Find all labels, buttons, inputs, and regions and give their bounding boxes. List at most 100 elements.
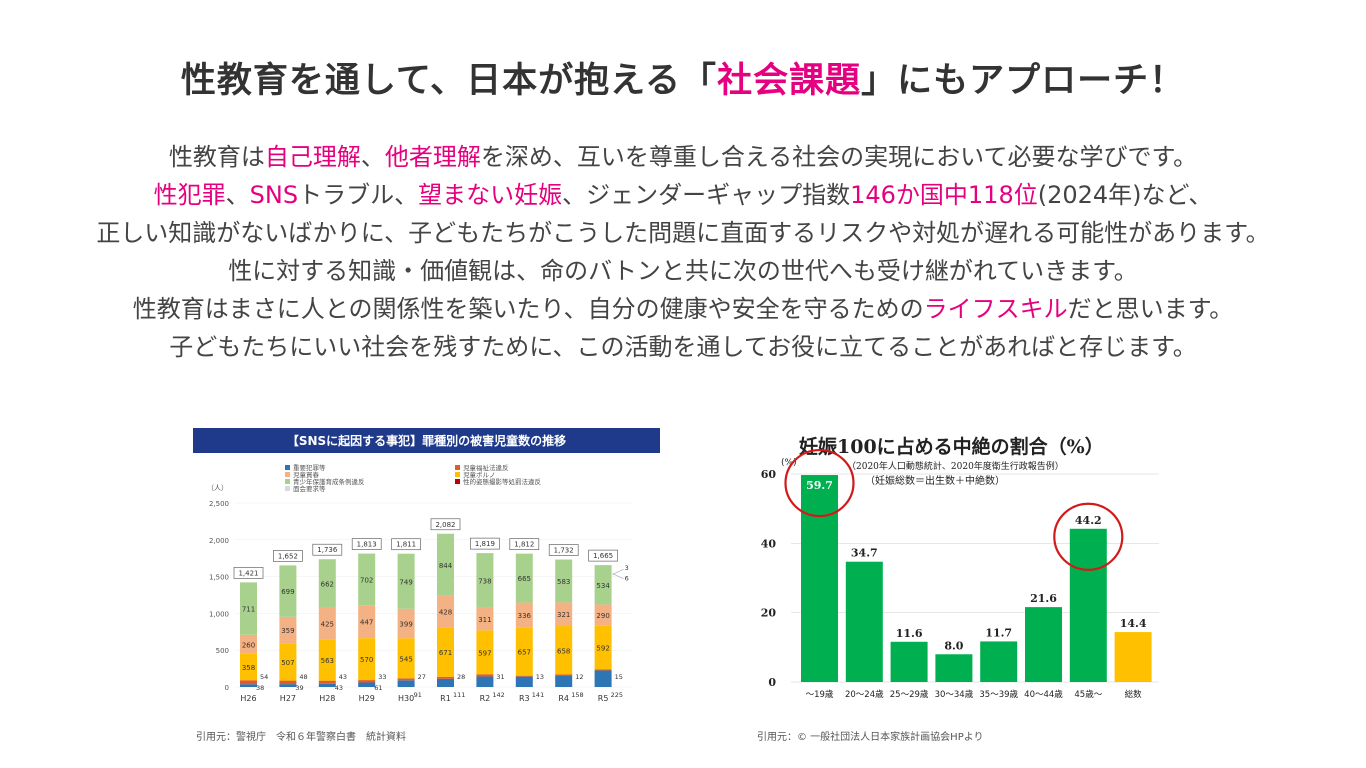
legend-swatch <box>285 472 290 477</box>
title-highlight: 社会課題 <box>717 61 861 101</box>
text-segment: 、ジェンダーギャップ指数 <box>562 181 850 209</box>
legend-swatch <box>455 465 460 470</box>
data-label: 583 <box>557 578 570 586</box>
bar-segment <box>595 670 612 687</box>
chart1-y-unit: （人） <box>207 484 228 492</box>
caption-left: 引用元：警視庁 令和６年警察白書 統計資料 <box>196 728 406 743</box>
paragraph-line-5: 性教育はまさに人との関係性を築いたり、自分の健康や安全を守るためのライフスキルだ… <box>0 290 1366 328</box>
bar <box>1025 607 1062 682</box>
bar-segment <box>240 680 257 684</box>
data-label: 321 <box>557 611 570 619</box>
leader-line <box>613 574 624 579</box>
bar-segment <box>358 683 375 687</box>
bar-segment <box>437 679 454 687</box>
side-label: 6 <box>625 574 629 582</box>
data-label: 359 <box>281 627 294 635</box>
data-label: 34.7 <box>851 547 878 560</box>
data-label: 399 <box>399 621 412 629</box>
bar-segment <box>279 684 296 687</box>
x-tick-label: 45歳～ <box>1074 689 1102 700</box>
data-label: 749 <box>399 578 412 586</box>
bar <box>1115 632 1152 682</box>
x-tick-label: R1 <box>440 694 451 703</box>
bar-segment <box>358 680 375 682</box>
y-tick-label: 0 <box>768 676 776 689</box>
y-tick-label: 60 <box>761 468 777 481</box>
paragraph-line-2: 性犯罪、SNSトラブル、望まない妊娠、ジェンダーギャップ指数146か国中118位… <box>0 176 1366 214</box>
data-label: 38 <box>256 684 264 692</box>
sns-victims-chart-svg: 【SNSに起因する事犯】罪種別の被害児童数の推移重要犯罪等児童買春青少年保護育成… <box>193 428 660 711</box>
data-label: 15 <box>615 673 623 681</box>
chart2-subtitle: （2020年人口動態統計、2020年度衛生行政報告例） <box>847 460 1064 472</box>
data-label: 43 <box>335 684 343 692</box>
legend-swatch <box>285 486 290 491</box>
bar <box>935 654 972 682</box>
x-tick-label: H29 <box>359 694 375 703</box>
legend-swatch <box>285 479 290 484</box>
highlight-self-understanding: 自己理解 <box>265 143 361 171</box>
total-label: 1,421 <box>238 569 258 577</box>
text-segment: (2024年)など、 <box>1038 181 1213 209</box>
bar-segment <box>240 684 257 687</box>
bar-segment <box>555 675 572 687</box>
data-label: 12 <box>575 673 583 681</box>
text-segment: 性教育はまさに人との関係性を築いたり、自分の健康や安全を守るための <box>133 295 924 323</box>
data-label: 54 <box>260 673 268 681</box>
bar <box>846 562 883 682</box>
legend-label: 性的姿態撮影等処罰法違反 <box>463 477 542 486</box>
abortion-ratio-chart-svg: 妊娠100に占める中絶の割合（%） （2020年人口動態統計、2020年度衛生行政… <box>747 428 1172 711</box>
bar-segment <box>516 677 533 687</box>
data-label: 534 <box>596 582 610 590</box>
data-label: 13 <box>536 673 544 681</box>
data-label: 8.0 <box>944 639 963 652</box>
bar-segment <box>476 677 493 687</box>
data-label: 311 <box>478 616 491 624</box>
bar-segment <box>398 678 415 680</box>
x-tick-label: 25～29歳 <box>890 689 929 700</box>
title-text-pre: 性教育を通して、日本が抱える「 <box>181 61 717 101</box>
data-label: 48 <box>299 673 307 681</box>
data-label: 658 <box>557 647 570 655</box>
total-label: 1,819 <box>475 540 495 548</box>
data-label: 33 <box>378 673 386 681</box>
data-label: 592 <box>596 645 609 653</box>
leader-line <box>613 569 624 574</box>
text-segment: 、 <box>361 143 385 171</box>
data-label: 142 <box>492 691 504 699</box>
y-tick-label: 2,500 <box>209 500 229 508</box>
data-label: 665 <box>518 575 531 583</box>
data-label: 597 <box>478 649 491 657</box>
x-tick-label: 35～39歳 <box>979 689 1018 700</box>
data-label: 28 <box>457 673 465 681</box>
y-tick-label: 2,000 <box>209 537 229 545</box>
data-label: 43 <box>339 673 347 681</box>
data-label: 31 <box>496 673 504 681</box>
highlight-gender-gap-rank: 146か国中118位 <box>850 181 1038 209</box>
text-segment: 性教育は <box>169 143 265 171</box>
data-label: 711 <box>242 606 255 614</box>
x-tick-label: 20～24歳 <box>845 689 884 700</box>
bar <box>1070 529 1107 682</box>
data-label: 428 <box>439 609 452 617</box>
bar-segment <box>437 677 454 679</box>
legend-swatch <box>285 465 290 470</box>
data-label: 570 <box>360 656 373 664</box>
abortion-ratio-chart: 妊娠100に占める中絶の割合（%） （2020年人口動態統計、2020年度衛生行政… <box>747 428 1172 711</box>
data-label: 260 <box>242 641 255 649</box>
x-tick-label: H26 <box>240 694 256 703</box>
x-tick-label: R4 <box>558 694 569 703</box>
y-tick-label: 1,000 <box>209 610 229 618</box>
chart2-title: 妊娠100に占める中絶の割合（%） <box>799 435 1104 458</box>
data-label: 699 <box>281 588 294 596</box>
chart1-title: 【SNSに起因する事犯】罪種別の被害児童数の推移 <box>287 433 566 448</box>
paragraph-line-6: 子どもたちにいい社会を残すために、この活動を通してお役に立てることがあればと存じ… <box>0 328 1366 366</box>
bar-segment <box>279 681 296 685</box>
data-label: 39 <box>295 684 303 692</box>
bar-segment <box>476 674 493 676</box>
total-label: 1,665 <box>593 552 613 560</box>
data-label: 545 <box>399 655 412 663</box>
data-label: 425 <box>321 621 334 629</box>
data-label: 447 <box>360 619 373 627</box>
data-label: 111 <box>453 691 465 699</box>
total-label: 1,811 <box>396 541 416 549</box>
